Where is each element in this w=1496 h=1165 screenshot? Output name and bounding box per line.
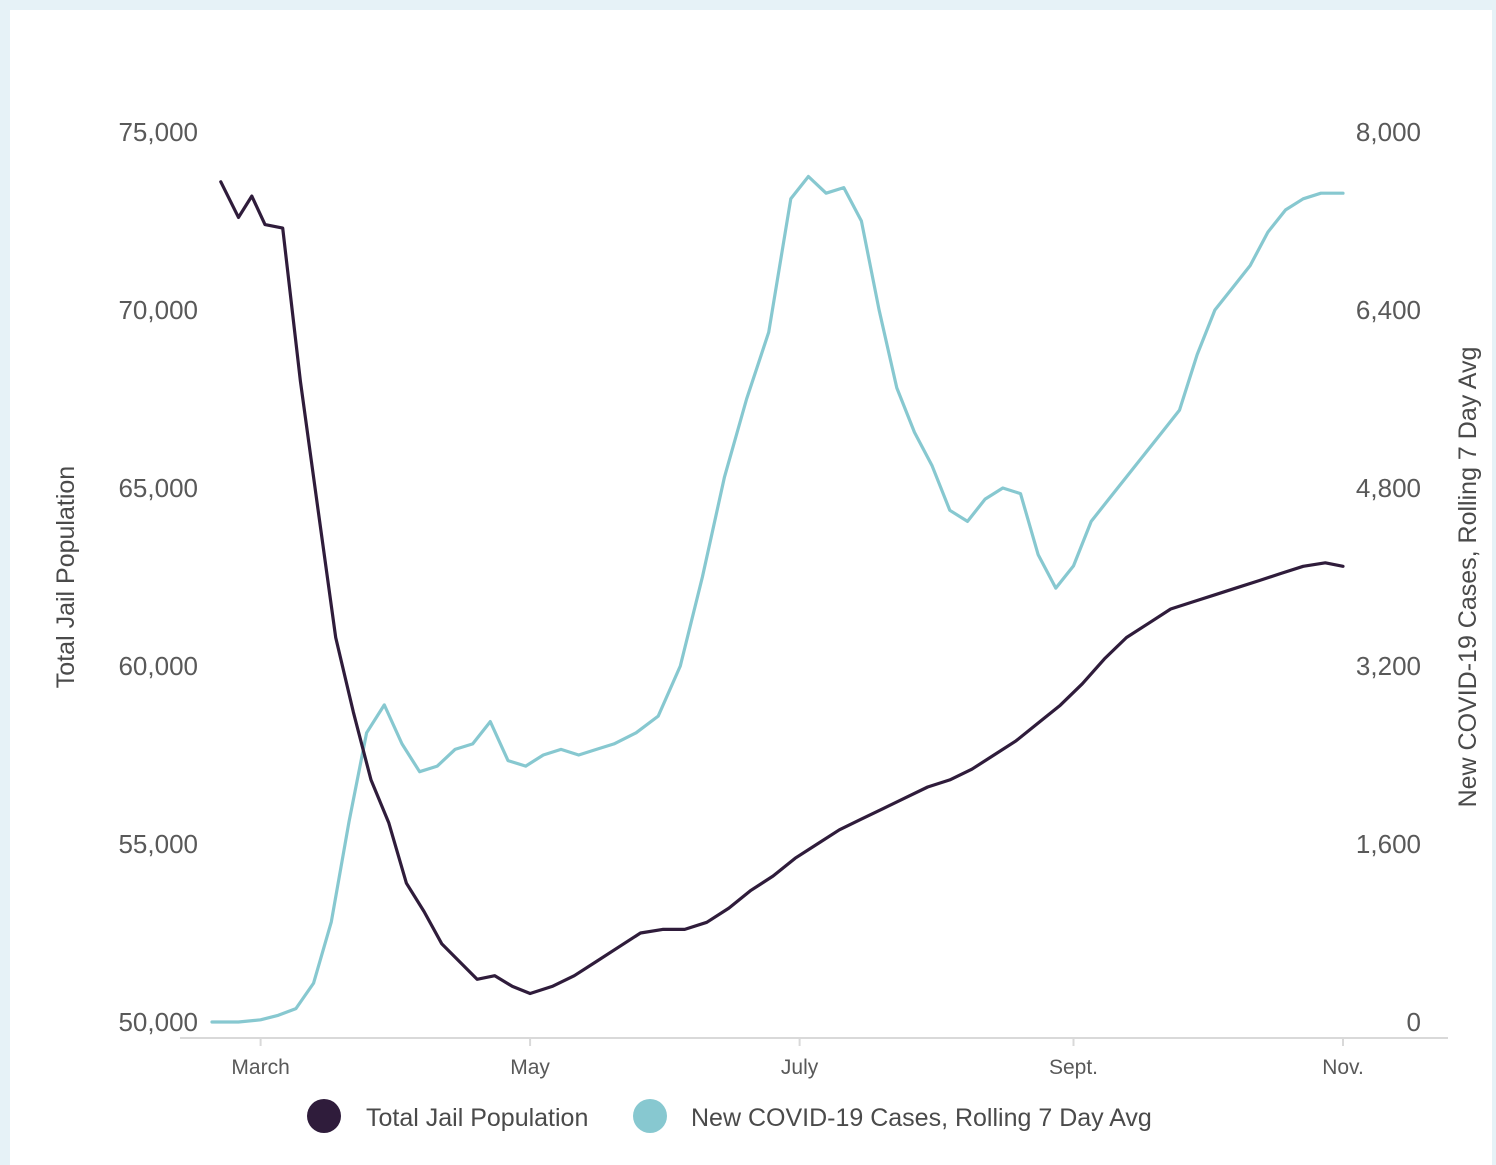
legend: Total Jail Population New COVID-19 Cases… [307, 1099, 1152, 1133]
jail-population-line [219, 180, 1345, 996]
y-left-tick-label: 75,000 [118, 117, 198, 147]
y-right-tick-label: 0 [1407, 1007, 1421, 1037]
y-right-tick-label: 6,400 [1356, 295, 1421, 325]
chart-card [10, 10, 1492, 1165]
x-tick-label: March [231, 1056, 289, 1079]
series-lines [210, 174, 1345, 1024]
y-left-tick-label: 60,000 [118, 651, 198, 681]
y-axis-left-label: Total Jail Population [52, 466, 80, 688]
legend-swatch-covid [633, 1099, 667, 1133]
y-left-tick-label: 55,000 [118, 829, 198, 859]
y-left-tick-label: 70,000 [118, 295, 198, 325]
legend-label-jail: Total Jail Population [366, 1104, 588, 1132]
x-tick-label: Nov. [1322, 1056, 1364, 1079]
y-left-tick-label: 50,000 [118, 1007, 198, 1037]
x-tick-label: Sept. [1049, 1056, 1098, 1079]
y-axis-right-label: New COVID-19 Cases, Rolling 7 Day Avg [1454, 347, 1482, 808]
covid-cases-line [210, 174, 1345, 1024]
y-left-tick-label: 65,000 [118, 473, 198, 503]
tick-labels: 50,000 55,000 60,000 65,000 70,000 75,000 0 1,6… [118, 117, 1421, 1079]
y-right-tick-label: 1,600 [1356, 829, 1421, 859]
axes [180, 1037, 1448, 1046]
legend-label-covid: New COVID-19 Cases, Rolling 7 Day Avg [691, 1104, 1152, 1132]
y-right-tick-label: 4,800 [1356, 473, 1421, 503]
y-right-tick-label: 3,200 [1356, 651, 1421, 681]
legend-swatch-jail [307, 1099, 341, 1133]
x-tick-label: July [781, 1056, 819, 1079]
y-right-tick-label: 8,000 [1356, 117, 1421, 147]
x-tick-label: May [510, 1056, 550, 1079]
